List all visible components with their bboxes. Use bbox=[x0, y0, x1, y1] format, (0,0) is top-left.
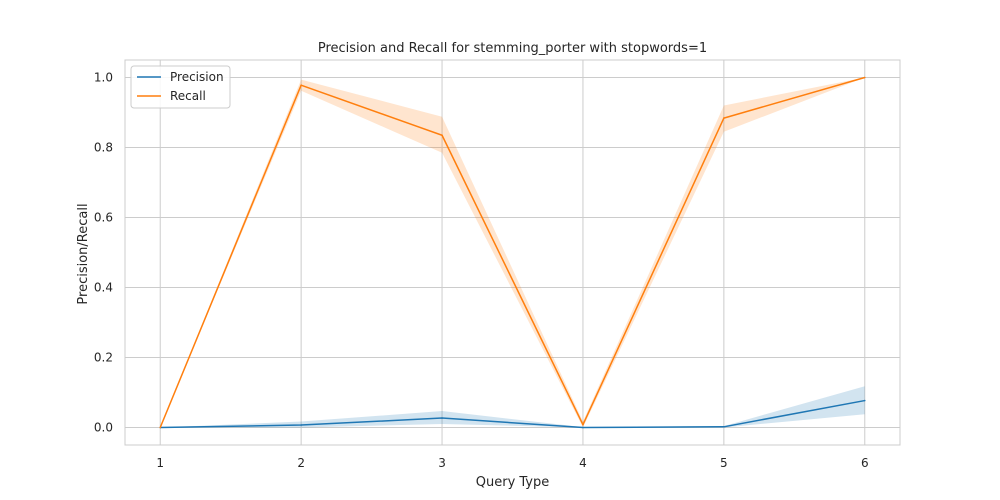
precision-data-point bbox=[723, 426, 725, 428]
recall-data-point bbox=[441, 134, 443, 137]
plot-frame bbox=[124, 59, 901, 446]
legend: Precision Recall bbox=[130, 65, 231, 109]
y-tick-label: 0.4 bbox=[94, 281, 113, 295]
y-tick-label: 0.2 bbox=[94, 351, 113, 365]
x-tick-label: 4 bbox=[579, 456, 587, 470]
grid-lines bbox=[125, 60, 900, 445]
legend-label-precision: Precision bbox=[170, 70, 224, 84]
x-tick-label: 5 bbox=[720, 456, 728, 470]
x-axis-ticks: 1 2 3 4 5 6 bbox=[156, 456, 868, 470]
x-tick-label: 2 bbox=[297, 456, 305, 470]
x-tick-label: 1 bbox=[156, 456, 164, 470]
recall-confidence-band bbox=[160, 77, 865, 428]
recall-data-point bbox=[582, 423, 584, 426]
confidence-bands bbox=[160, 77, 865, 428]
precision-data-point bbox=[300, 424, 302, 426]
x-tick-label: 6 bbox=[861, 456, 869, 470]
precision-data-point bbox=[582, 426, 584, 429]
y-axis-ticks: 0.0 0.2 0.4 0.6 0.8 1.0 bbox=[94, 71, 113, 435]
recall-data-point bbox=[159, 426, 162, 429]
x-tick-label: 3 bbox=[438, 456, 446, 470]
x-axis-title: Query Type bbox=[476, 475, 550, 490]
y-tick-label: 0.6 bbox=[94, 211, 113, 225]
y-tick-label: 0.0 bbox=[94, 421, 113, 435]
recall-data-point bbox=[723, 117, 725, 119]
precision-data-point bbox=[863, 399, 866, 402]
recall-data-point bbox=[300, 84, 302, 86]
y-tick-label: 0.8 bbox=[94, 141, 113, 155]
recall-data-point bbox=[863, 76, 866, 79]
y-tick-label: 1.0 bbox=[94, 71, 113, 85]
legend-label-recall: Recall bbox=[170, 89, 206, 103]
recall-line bbox=[159, 76, 865, 428]
precision-confidence-band bbox=[160, 386, 865, 428]
y-axis-title: Precision/Recall bbox=[76, 203, 91, 304]
precision-data-point bbox=[441, 417, 443, 419]
precision-line bbox=[160, 399, 865, 429]
series-lines bbox=[159, 76, 866, 429]
chart-title: Precision and Recall for stemming_porter… bbox=[318, 41, 707, 56]
